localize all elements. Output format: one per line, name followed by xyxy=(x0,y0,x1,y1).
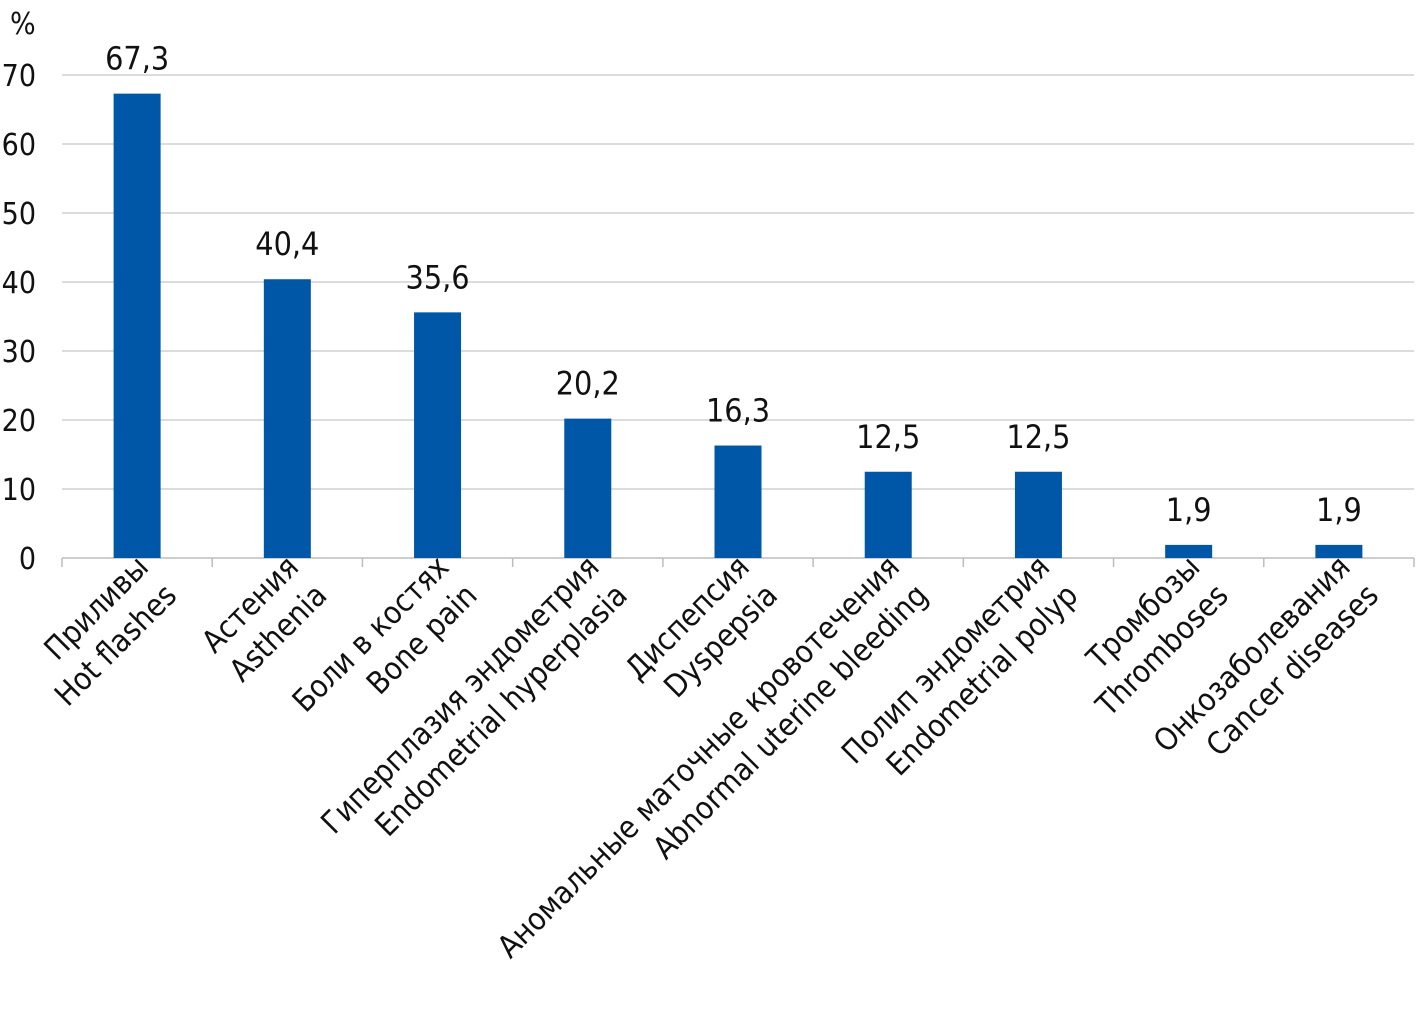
y-tick-label: 50 xyxy=(2,197,36,232)
bar-3 xyxy=(414,312,462,558)
bar-value-label: 67,3 xyxy=(105,40,169,78)
bar-8 xyxy=(1165,544,1213,558)
bar-5 xyxy=(714,445,762,558)
y-tick-label: 10 xyxy=(2,473,36,508)
bar-6 xyxy=(864,471,912,558)
bar-value-label: 40,4 xyxy=(255,225,319,263)
bar-7 xyxy=(1014,471,1062,558)
y-axis-ticks: 0 10 20 30 40 50 60 70 xyxy=(2,59,36,577)
y-tick-label: 0 xyxy=(19,542,36,577)
y-tick-label: 20 xyxy=(2,404,36,439)
bar-value-label: 16,3 xyxy=(706,392,770,430)
data-labels: 67,3 40,4 35,6 20,2 16,3 12,5 12,5 1,9 1,9 xyxy=(105,40,1362,529)
bar-value-label: 12,5 xyxy=(856,418,920,456)
y-axis-unit-label: % xyxy=(10,7,36,42)
y-tick-label: 60 xyxy=(2,128,36,163)
bar-value-label: 20,2 xyxy=(556,365,620,403)
bars xyxy=(113,93,1363,558)
bar-2 xyxy=(263,279,311,558)
bar-value-label: 12,5 xyxy=(1006,418,1070,456)
bar-9 xyxy=(1315,544,1363,558)
bar-value-label: 35,6 xyxy=(406,258,470,296)
bar-1 xyxy=(113,93,161,558)
bar-4 xyxy=(564,418,612,558)
y-tick-label: 70 xyxy=(2,59,36,94)
y-tick-label: 30 xyxy=(2,335,36,370)
bar-value-label: 1,9 xyxy=(1316,491,1362,529)
y-tick-label: 40 xyxy=(2,266,36,301)
bar-value-label: 1,9 xyxy=(1166,491,1212,529)
